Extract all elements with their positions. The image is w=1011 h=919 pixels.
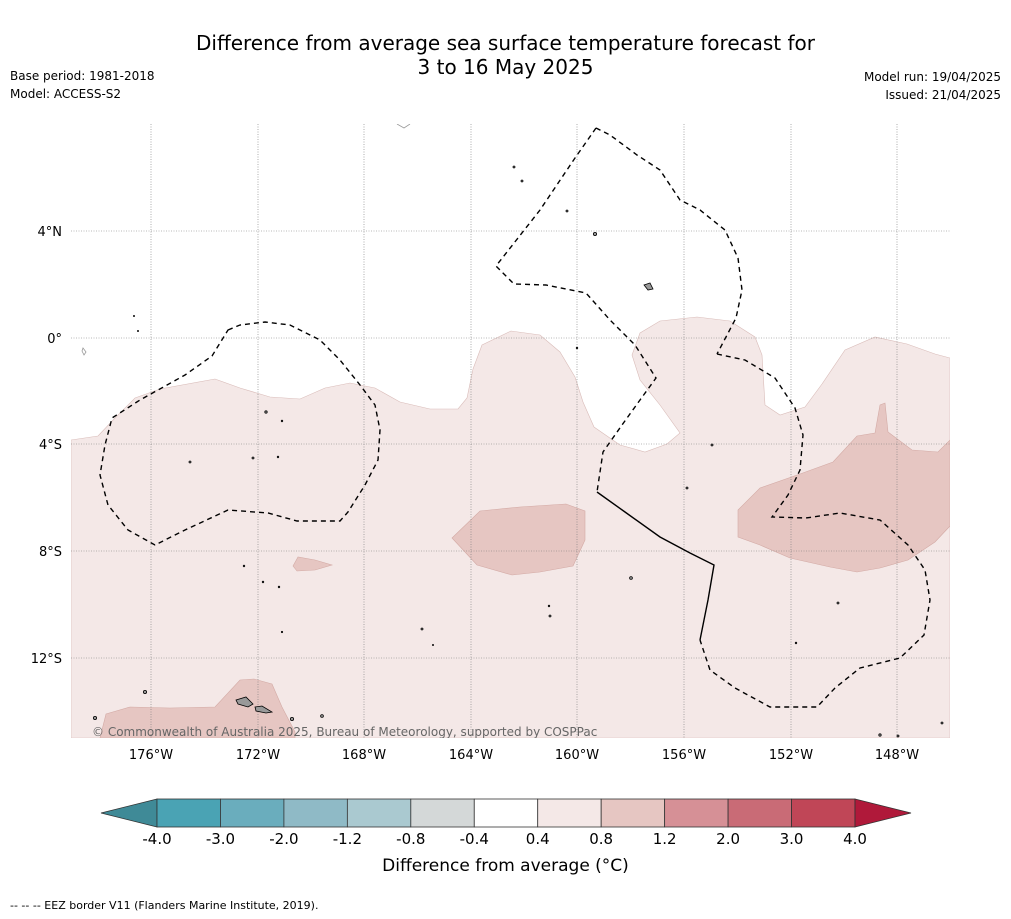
colorbar-high-extend (854, 798, 912, 828)
eez-border-west (99, 321, 381, 546)
island-samoa-2 (254, 705, 274, 714)
island-kiritimati (643, 282, 654, 291)
model-run: Model run: 19/04/2025 (863, 70, 1001, 84)
title-line-2: 3 to 16 May 2025 (417, 55, 594, 79)
colorbar-tick-label: -2.0 (269, 830, 298, 848)
island-outline-west (81, 347, 87, 356)
map-title: Difference from average sea surface temp… (0, 31, 1011, 79)
colorbar: -4.0 -3.0 -2.0 -1.2 -0.8 -0.4 0.4 0.8 1.2 2.0 3.0 4… (100, 798, 912, 848)
colorbar-cell (283, 798, 348, 828)
colorbar-cell (473, 798, 539, 828)
lat-label: 4°N (38, 225, 63, 240)
eez-border-north (595, 127, 743, 355)
lat-label: 8°S (39, 545, 62, 560)
colorbar-cells (156, 798, 856, 828)
colorbar-tick-label: -1.2 (333, 830, 362, 848)
colorbar-tick-label: -0.4 (460, 830, 489, 848)
colorbar-low-extend (100, 798, 158, 828)
colorbar-cell (156, 798, 221, 828)
colorbar-cell (727, 798, 792, 828)
colorbar-cell (664, 798, 729, 828)
lat-label: 0° (47, 332, 62, 347)
eez-borders (99, 127, 931, 708)
lon-label: 156°W (662, 748, 706, 763)
colorbar-cell (220, 798, 285, 828)
colorbar-tick-label: 1.2 (653, 830, 677, 848)
base-period: Base period: 1981-2018 (10, 69, 155, 83)
anomaly-band-medium-islet (292, 556, 334, 572)
colorbar-ticks: -4.0 -3.0 -2.0 -1.2 -0.8 -0.4 0.4 0.8 1.2 2.0 3.0 4… (142, 830, 867, 848)
colorbar-tick-label: 2.0 (716, 830, 740, 848)
lon-label: 176°W (129, 748, 173, 763)
colorbar-tick-label: 0.4 (526, 830, 550, 848)
colorbar-cell (600, 798, 666, 828)
lat-label: 4°S (39, 438, 62, 453)
colorbar-cell (537, 798, 602, 828)
colorbar-tick-label: -0.8 (396, 830, 425, 848)
island-outline-north (396, 124, 411, 129)
colorbar-cell (791, 798, 856, 828)
eez-legend-note: -- -- -- EEZ border V11 (Flanders Marine… (10, 899, 319, 912)
lon-label: 164°W (449, 748, 493, 763)
colorbar-tick-label: -3.0 (206, 830, 235, 848)
colorbar-tick-label: 3.0 (780, 830, 804, 848)
issued-date: Issued: 21/04/2025 (885, 88, 1001, 102)
lat-label: 12°S (31, 652, 62, 667)
map-plot-area: © Commonwealth of Australia 2025, Bureau… (71, 124, 950, 739)
graticule (71, 124, 950, 738)
anomaly-band-medium-centre (451, 503, 586, 576)
colorbar-tick-label: -4.0 (142, 830, 171, 848)
lon-label: 160°W (555, 748, 599, 763)
eez-border-north-west (495, 127, 657, 493)
colorbar-label: Difference from average (°C) (382, 856, 629, 876)
copyright-notice: © Commonwealth of Australia 2025, Bureau… (92, 725, 597, 739)
model-name: Model: ACCESS-S2 (10, 87, 122, 101)
islands (93, 165, 944, 738)
lon-label: 168°W (342, 748, 386, 763)
meta-right: Model run: 19/04/2025 Issued: 21/04/2025 (864, 68, 1001, 104)
colorbar-cell (346, 798, 412, 828)
colorbar-cell (410, 798, 475, 828)
eez-border-south (699, 353, 931, 708)
colorbar-tick-label: 4.0 (843, 830, 867, 848)
island-samoa-1 (235, 696, 254, 708)
latitude-labels: 4°N 0° 4°S 8°S 12°S (31, 225, 62, 667)
lon-label: 172°W (236, 748, 280, 763)
lon-label: 148°W (875, 748, 919, 763)
anomaly-band-medium-south (99, 678, 296, 738)
eez-border-solid (596, 491, 715, 641)
lon-label: 152°W (769, 748, 813, 763)
longitude-labels: 176°W 172°W 168°W 164°W 160°W 156°W 152°… (129, 748, 919, 763)
meta-left: Base period: 1981-2018 Model: ACCESS-S2 (10, 67, 155, 103)
title-line-1: Difference from average sea surface temp… (195, 31, 815, 55)
colorbar-tick-label: 0.8 (589, 830, 613, 848)
